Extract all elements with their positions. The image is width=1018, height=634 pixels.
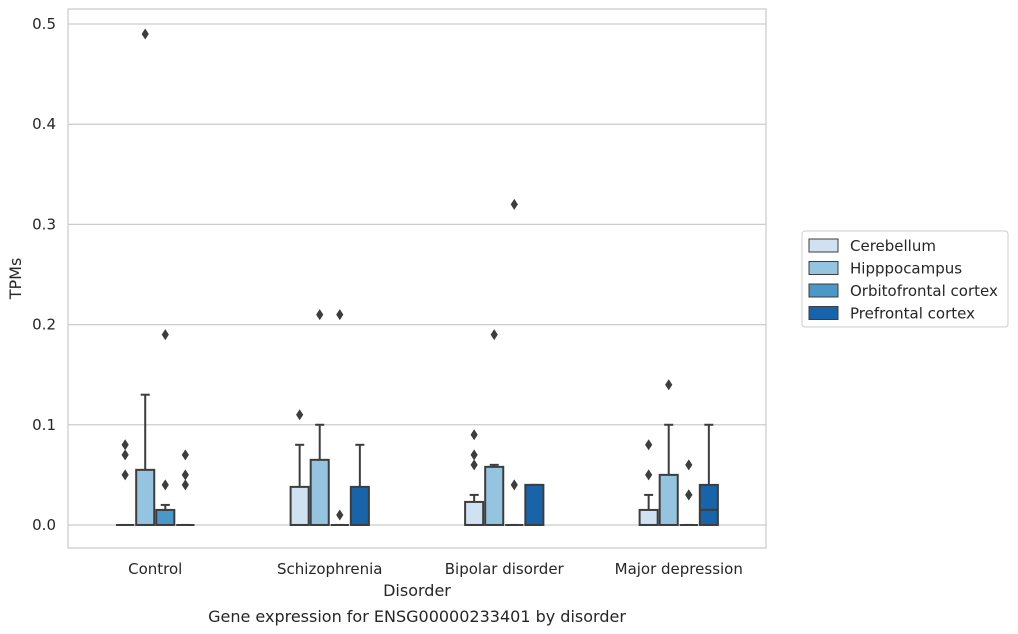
y-tick-label: 0.4 <box>32 115 56 133</box>
outlier-point <box>645 439 653 451</box>
y-tick-labels: 0.0 0.1 0.2 0.3 0.4 0.5 <box>32 15 56 534</box>
outlier-point <box>121 449 129 461</box>
box-group <box>698 423 719 526</box>
box-group <box>524 483 545 526</box>
outlier-point <box>161 479 169 491</box>
y-tick-label: 0.3 <box>32 215 56 233</box>
x-tick-label: Control <box>128 560 182 578</box>
outlier-point <box>645 469 653 481</box>
box-layer <box>116 28 719 526</box>
box <box>289 485 310 526</box>
outlier-point <box>121 469 129 481</box>
box-group <box>309 309 330 526</box>
box <box>638 508 659 526</box>
x-tick-label: Schizophrenia <box>277 560 382 578</box>
box-group <box>464 429 485 526</box>
box <box>524 483 545 526</box>
box <box>349 485 370 526</box>
box-group <box>638 439 659 526</box>
box-group <box>289 409 310 526</box>
grid-lines <box>68 23 766 526</box>
legend-swatch <box>808 261 839 275</box>
outlier-point <box>510 198 518 210</box>
box-group <box>155 329 176 526</box>
outlier-point <box>685 459 693 471</box>
box <box>155 508 176 526</box>
y-tick-label: 0.1 <box>32 416 56 434</box>
y-tick-label: 0.5 <box>32 15 56 33</box>
legend: Cerebellum Hipppocampus Orbitofrontal cort… <box>801 230 1009 328</box>
x-axis-label: Disorder <box>383 581 451 600</box>
legend-label: Prefrontal cortex <box>850 305 975 323</box>
x-tick-label: Bipolar disorder <box>445 560 565 578</box>
box-group <box>484 329 505 526</box>
box-group <box>330 309 349 526</box>
box <box>698 483 719 526</box>
chart-caption: Gene expression for ENSG00000233401 by d… <box>208 607 626 626</box>
box <box>658 473 679 526</box>
box-group <box>658 379 679 526</box>
outlier-point <box>336 309 344 321</box>
outlier-point <box>665 379 673 391</box>
outlier-point <box>336 509 344 521</box>
legend-label: Hipppocampus <box>850 260 962 278</box>
y-tick-label: 0.2 <box>32 316 56 334</box>
outlier-point <box>296 409 304 421</box>
outlier-point <box>316 309 324 321</box>
outlier-point <box>141 28 149 40</box>
legend-frame <box>801 230 1009 328</box>
outlier-point <box>161 329 169 341</box>
x-tick-label: Major depression <box>615 560 743 578</box>
outlier-point <box>181 479 189 491</box>
outlier-point <box>121 439 129 451</box>
box-group <box>176 449 195 526</box>
box-group <box>679 459 698 526</box>
box-group <box>505 198 524 526</box>
outlier-point <box>510 479 518 491</box>
box-group <box>116 439 135 526</box>
outlier-point <box>470 459 478 471</box>
outlier-point <box>685 489 693 501</box>
legend-swatch <box>808 283 839 298</box>
legend-label: Orbitofrontal cortex <box>850 282 998 300</box>
y-tick-label: 0.0 <box>32 516 56 534</box>
legend-swatch <box>808 306 839 320</box>
box-group <box>135 28 156 526</box>
box <box>464 500 485 526</box>
box <box>309 458 330 526</box>
box <box>135 468 156 526</box>
outlier-point <box>181 469 189 481</box>
x-tick-labels: Control Schizophrenia Bipolar disorder Majo… <box>128 560 743 578</box>
plot-frame <box>67 8 767 549</box>
outlier-point <box>470 429 478 441</box>
legend-swatch <box>808 238 839 253</box>
y-axis-label: TPMs <box>6 258 25 301</box>
outlier-point <box>490 329 498 341</box>
outlier-point <box>470 449 478 461</box>
legend-label: Cerebellum <box>850 237 936 255</box>
outlier-point <box>181 449 189 461</box>
box-group <box>349 443 370 526</box>
box <box>484 465 505 526</box>
